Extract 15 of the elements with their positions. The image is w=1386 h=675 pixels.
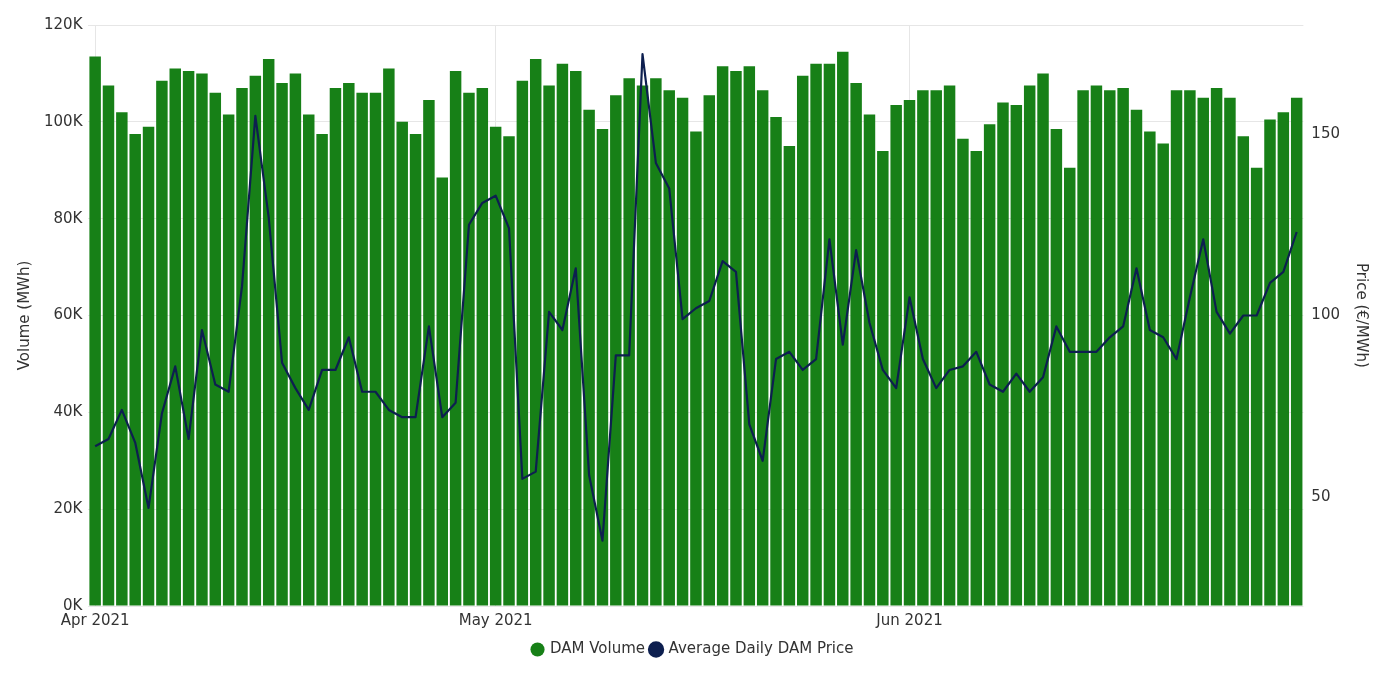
- legend-label: DAM Volume: [550, 639, 646, 658]
- y2-tick-label: 150: [1311, 123, 1341, 142]
- y-tick-label: 120K: [44, 14, 84, 33]
- y2-tick-label: 50: [1311, 486, 1331, 505]
- y-tick-label: 60K: [53, 305, 84, 324]
- y2-axis-title: Price (€/MWh): [1353, 263, 1372, 368]
- x-tick-label: Jun 2021: [875, 610, 943, 629]
- y-tick-label: 80K: [53, 208, 84, 227]
- y2-tick-label: 100: [1311, 305, 1341, 324]
- y-tick-label: 100K: [44, 111, 84, 130]
- y-tick-label: 40K: [53, 402, 84, 421]
- y-tick-label: 20K: [53, 499, 84, 518]
- legend-label: Average Daily DAM Price: [668, 639, 854, 658]
- y-axis-title: Volume (MWh): [14, 260, 33, 371]
- x-tick-label: May 2021: [458, 610, 533, 629]
